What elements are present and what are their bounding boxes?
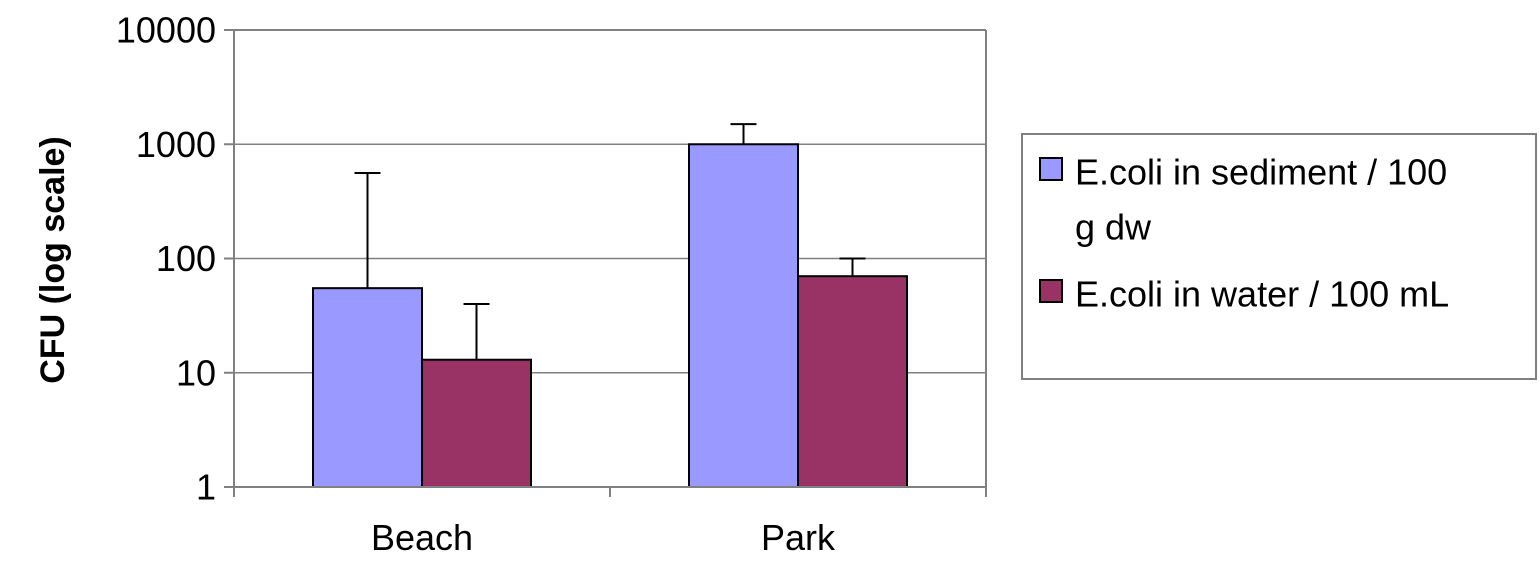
- y-tick-label: 10: [176, 352, 216, 393]
- error-bars: [354, 123, 866, 360]
- bar-park-sediment: [688, 143, 799, 488]
- bars: [312, 143, 908, 489]
- bar-park-water: [797, 275, 908, 488]
- legend-swatch: [1039, 157, 1063, 181]
- bar-beach-sediment: [312, 287, 423, 489]
- x-tick-label: Park: [761, 517, 836, 558]
- legend-label: g dw: [1075, 207, 1152, 248]
- y-tick-label: 1000: [136, 124, 216, 165]
- bar-beach-water: [421, 358, 532, 488]
- y-tick-labels: 1 10 100 1000 10000: [116, 10, 234, 508]
- legend-label: E.coli in water / 100 mL: [1075, 274, 1449, 315]
- y-tick-label: 1: [196, 467, 216, 508]
- legend-box: [1021, 133, 1537, 380]
- legend-swatch: [1039, 279, 1063, 303]
- y-tick-label: 10000: [116, 10, 216, 51]
- x-tick-labels: Beach Park: [233, 487, 987, 558]
- legend: E.coli in sediment / 100 g dw E.coli in wa…: [1021, 133, 1537, 380]
- y-tick-label: 100: [156, 238, 216, 279]
- legend-label: E.coli in sediment / 100: [1075, 152, 1447, 193]
- x-tick-label: Beach: [371, 517, 473, 558]
- y-axis-title: CFU (log scale): [34, 136, 72, 383]
